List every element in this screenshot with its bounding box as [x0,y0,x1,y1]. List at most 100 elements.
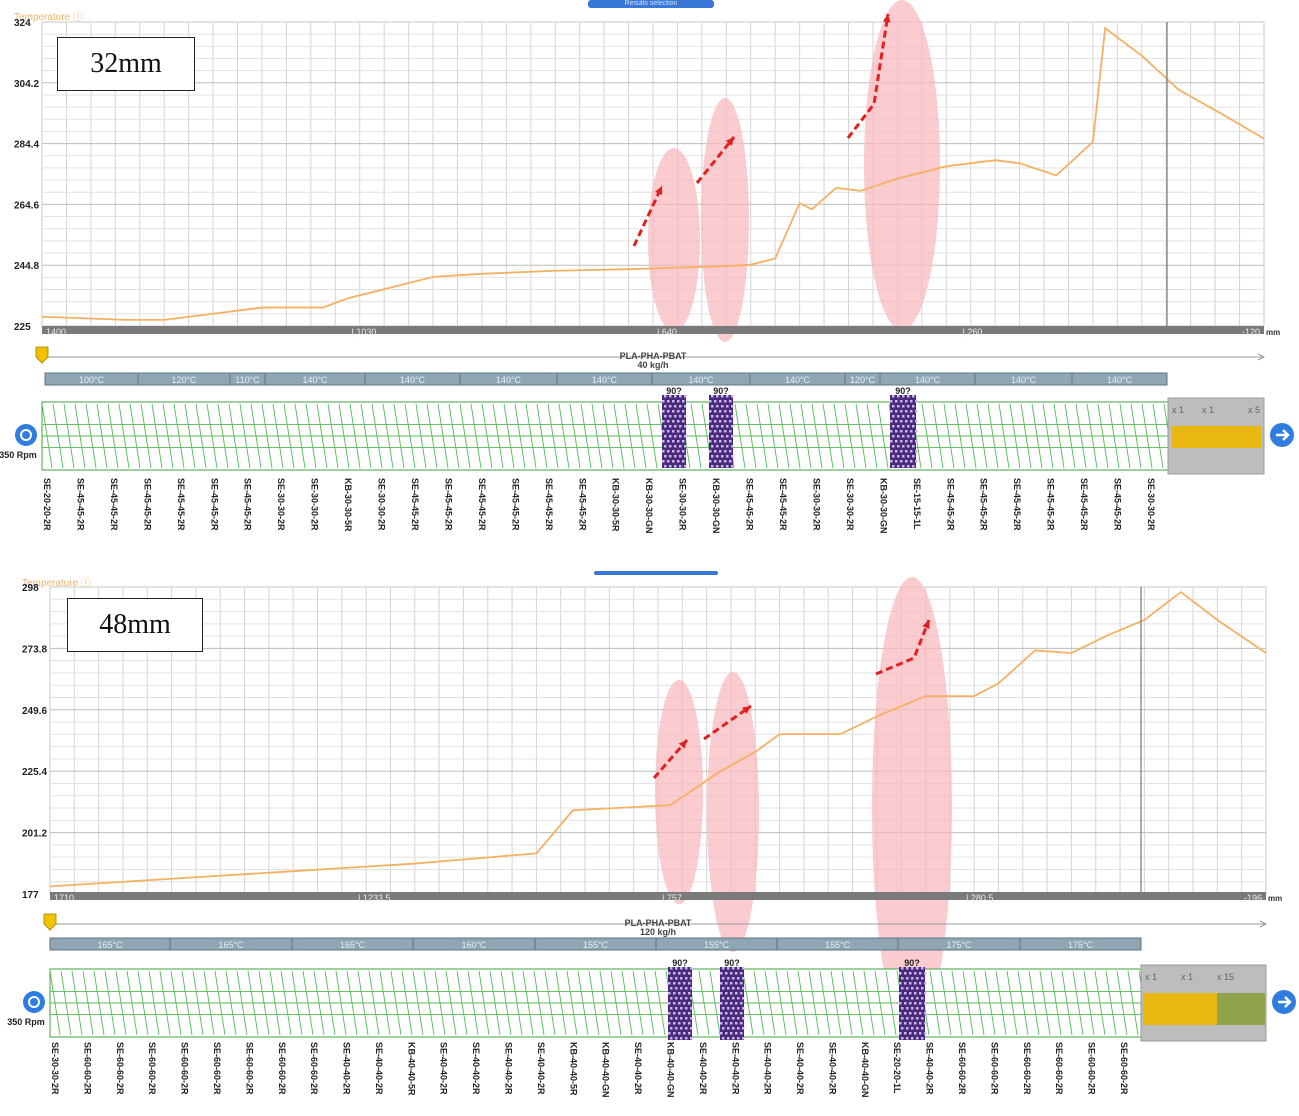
screw-element-label: SE-60-60-2R [1119,1042,1129,1095]
results-selection-tab[interactable]: Results selection [588,0,714,8]
length-tick-label: | 640 [657,327,677,337]
next-arrow-icon[interactable] [1272,990,1296,1014]
temperature-rise-arrow [703,704,752,741]
screw-element-label: SE-60-60-2R [989,1042,999,1095]
temperature-rise-arrow [695,136,736,184]
simulation-panel-32mm: Results selection Temperature ⓘ 324 304.2 2… [0,0,1294,534]
length-unit: mm [1266,328,1280,337]
screw-element-label: SE-45-45-2R [209,478,219,531]
die-multiplier-label: x 1 [1145,972,1157,982]
length-tick-label: -120 [1242,327,1260,337]
y-tick-label: 324 [14,18,31,29]
length-tick-label: -196 [1244,893,1262,903]
length-tick-label: | 280.5 [966,893,993,903]
barrel-segment: 165°C [291,937,414,951]
die-multiplier-label: x 5 [1248,405,1260,415]
screw-element-label: SE-45-45-2R [410,478,420,531]
screw-element-label: SE-60-60-2R [309,1042,319,1095]
barrel-segment: 110°C [229,372,266,386]
screw-element-label: SE-45-45-2R [243,478,253,531]
process-zone-highlight [707,672,759,952]
screw-element-label: SE-45-45-2R [142,478,152,531]
screw-element-label: SE-40-40-2R [925,1042,935,1095]
length-unit: mm [1268,894,1282,903]
temperature-rise-arrow [875,619,931,676]
screw-element-label: SE-40-40-2R [342,1042,352,1095]
barrel-temp-label: 140°C [592,375,618,385]
screw-element-label: SE-40-40-2R [633,1042,643,1095]
length-axis-bar [50,892,1266,900]
die-multiplier-label: x 15 [1217,972,1234,982]
screw-element-label: SE-45-45-2R [1113,478,1123,531]
screw-speed-label: 350 Rpm [0,450,37,460]
arrow-head [725,137,734,146]
screw-element-label: SE-40-40-2R [763,1042,773,1095]
barrel-segment: 165°C [169,937,293,951]
barrel-segment: 140°C [749,372,846,386]
screw-element-label: KB-30-30-5R [343,478,353,532]
screw-element-label: KB-40-40-GN [601,1042,611,1098]
screw-element-label: SE-60-60-2R [147,1042,157,1095]
screw-element-label: SE-30-30-2R [310,478,320,531]
screw-element-label: KB-40-40-5R [406,1042,416,1096]
feed-marker-icon [35,346,49,364]
screw-element-label: SE-30-30-2R [276,478,286,531]
die-section: x 1 x 1 x 15 [1140,964,1267,1042]
length-tick-label: 1710 [54,893,74,903]
screw-element-label: SE-40-40-2R [536,1042,546,1095]
screw-element-label: SE-45-45-2R [510,478,520,531]
arrow-head [742,706,751,714]
y-tick-label: 201.2 [22,829,47,840]
kneading-angle-label: 90? [666,386,682,396]
chart-title: Temperature ⓘ [14,11,83,23]
screw-element-label: KB-30-30-GN [711,478,721,534]
screw-element-label: KB-30-30-GN [644,478,654,534]
screw-element-label: SE-40-40-2R [439,1042,449,1095]
y-tick-label: 264.6 [14,200,39,211]
process-zone-highlight [864,0,940,330]
screw-element-label: KB-40-40-GN [665,1042,675,1098]
kneading-angle-label: 90? [895,386,911,396]
barrel-segment: 155°C [776,937,899,951]
barrel-temp-label: 140°C [688,375,714,385]
die-multiplier-label: x 1 [1172,405,1184,415]
die-multiplier-label: x 1 [1181,972,1193,982]
screw-element-label: SE-45-45-2R [544,478,554,531]
barrel-segment: 175°C [1019,937,1142,951]
arrow-head [882,14,891,23]
y-tick-label: 225.4 [22,767,47,778]
y-tick-label: 298 [22,583,39,594]
barrel-segment: 175°C [897,937,1021,951]
screw-element-label: SE-60-60-2R [957,1042,967,1095]
kneading-block: 90? [720,958,745,1040]
screw-element-label: SE-40-40-2R [730,1042,740,1095]
length-tick-label: | 1030 [352,327,377,337]
material-label: PLA-PHA-PBAT [625,918,692,928]
barrel-temp-label: 175°C [946,940,972,950]
barrel-segment: 120°C [137,372,231,386]
barrel-segment: 165°C [49,937,171,951]
arrow-head [655,186,663,195]
barrel-temp-label: 140°C [496,375,522,385]
barrel-segment: 155°C [655,937,778,951]
barrel-segment: 140°C [1071,372,1168,386]
y-tick-label: 284.4 [14,140,39,151]
barrel-temp-label: 155°C [583,940,609,950]
barrel-segment: 160°C [412,937,536,951]
next-arrow-icon[interactable] [1270,423,1294,447]
screw-element-label: SE-45-45-2R [778,478,788,531]
screw-element-label: SE-45-45-2R [979,478,989,531]
screw-element-label: SE-45-45-2R [945,478,955,531]
barrel-temp-label: 140°C [915,375,941,385]
temperature-curve [49,590,1267,888]
y-tick-label: 244.8 [14,261,39,272]
screw-element-label: KB-30-30-5R [611,478,621,532]
kneading-angle-label: 90? [713,386,729,396]
screw-flights [49,970,1150,1036]
kneading-angle-label: 90? [904,958,920,968]
process-zone-highlight [655,680,703,904]
results-selection-tab-2[interactable] [594,571,718,575]
kneading-block: 90? [890,386,918,468]
barrel-temp-label: 165°C [97,940,123,950]
